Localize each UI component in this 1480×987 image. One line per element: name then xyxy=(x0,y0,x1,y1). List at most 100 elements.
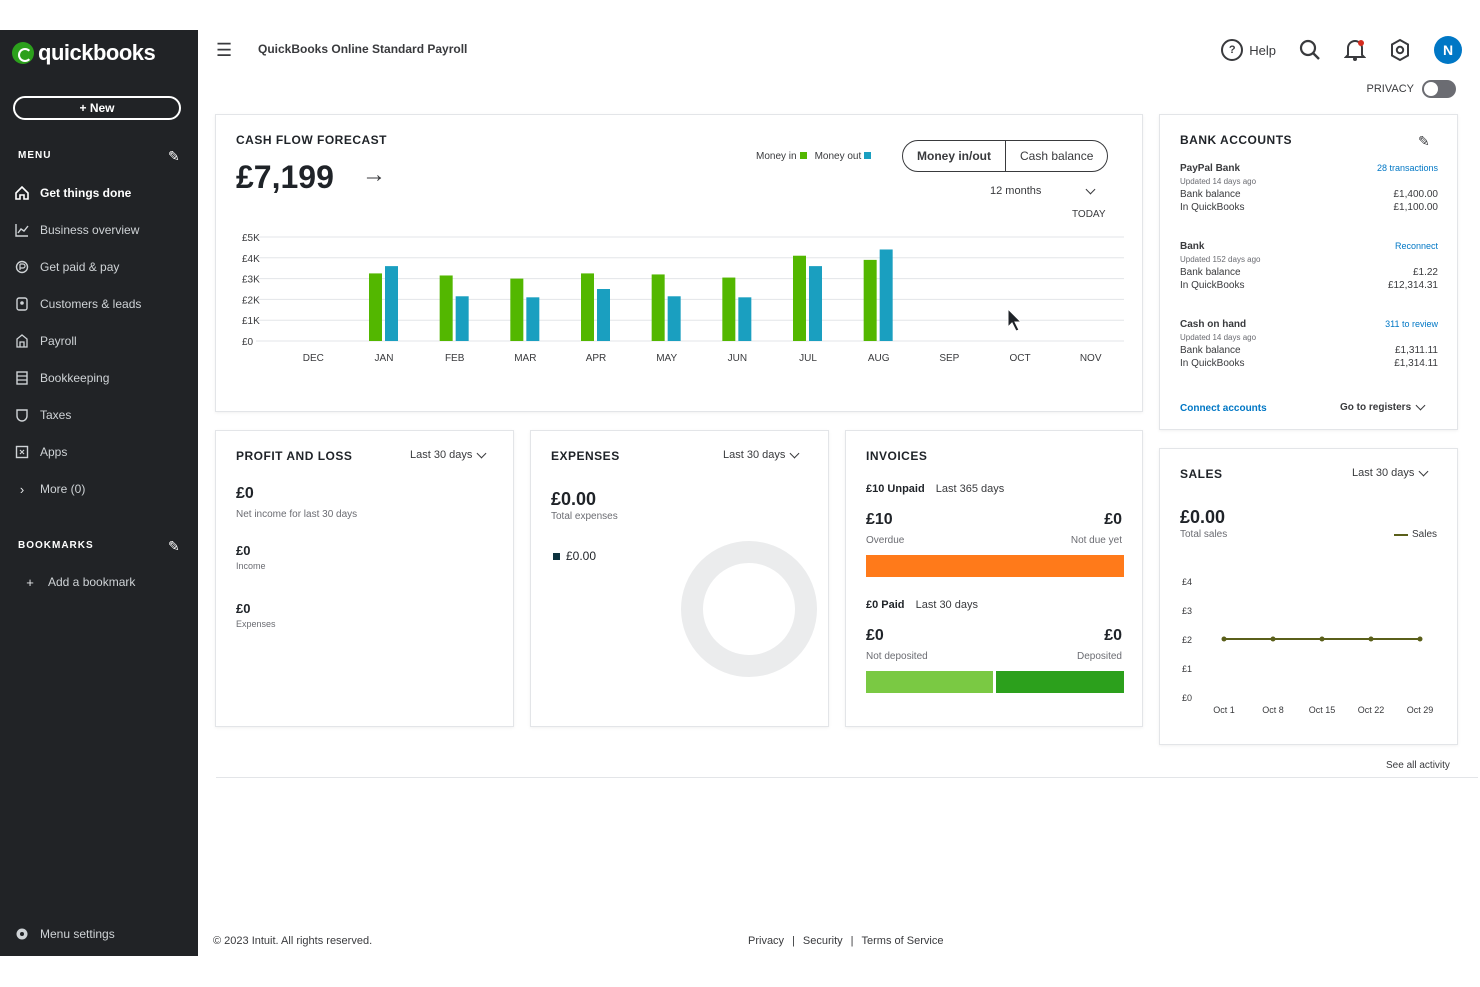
arrow-right-icon[interactable]: → xyxy=(362,161,386,188)
add-bookmark-link[interactable]: + Add a bookmark xyxy=(22,569,198,595)
sidebar-item-get-paid-pay[interactable]: Get paid & pay xyxy=(14,254,190,280)
chevron-down-icon xyxy=(1085,184,1096,194)
chart-icon xyxy=(14,222,30,238)
menu-settings[interactable]: Menu settings xyxy=(14,921,190,947)
edit-pencil-icon[interactable]: ✎ xyxy=(1418,133,1430,149)
bar-money-in xyxy=(863,259,877,341)
quickbooks-logo[interactable]: quickbooks xyxy=(12,40,156,66)
sales-period-dropdown[interactable]: Last 30 days xyxy=(1352,466,1429,479)
add-bookmark-label: Add a bookmark xyxy=(48,575,136,589)
expenses-donut-chart[interactable] xyxy=(681,541,817,677)
notifications-button[interactable] xyxy=(1344,38,1366,62)
expenses-label: Expenses xyxy=(236,619,276,629)
x-tick-label: MAR xyxy=(514,353,536,364)
privacy-label: PRIVACY xyxy=(1366,83,1414,95)
sidebar-item-customers-leads[interactable]: Customers & leads xyxy=(14,291,190,317)
new-button[interactable]: + New xyxy=(13,96,181,120)
sales-line-chart[interactable]: £4 £3 £2 £1 £0 Oct 1 Oct 8 Oct 15 Oct 22 Oct 29 xyxy=(1160,567,1459,727)
qb-balance-label: In QuickBooks xyxy=(1180,358,1245,369)
account-status[interactable]: 28 transactions xyxy=(1376,163,1438,173)
income-amount[interactable]: £0 xyxy=(236,543,251,558)
x-tick-label: Oct 15 xyxy=(1309,705,1336,715)
y-tick-label: £3 xyxy=(1182,606,1192,616)
bank-accounts-card: BANK ACCOUNTS ✎ PayPal Bank 28 transactio… xyxy=(1159,114,1458,430)
tab-money-in-out[interactable]: Money in/out xyxy=(903,141,1006,171)
sidebar-item-label: More (0) xyxy=(40,482,86,496)
x-tick-label: Oct 8 xyxy=(1262,705,1284,715)
footer-links: Privacy | Security | Terms of Service xyxy=(748,935,944,947)
not-due-amount[interactable]: £0 xyxy=(1104,511,1122,528)
months-dropdown[interactable]: 12 months xyxy=(990,184,1096,197)
bank-account[interactable]: PayPal Bank 28 transactions Updated 14 day… xyxy=(1180,163,1438,213)
sidebar-item-apps[interactable]: Apps xyxy=(14,439,190,465)
net-income-amount[interactable]: £0 xyxy=(236,485,254,502)
bar-money-out xyxy=(738,297,752,341)
account-status[interactable]: 311 to review xyxy=(1385,319,1438,329)
see-all-activity-link[interactable]: See all activity xyxy=(1386,760,1450,771)
search-button[interactable] xyxy=(1298,38,1322,62)
total-expenses-amount[interactable]: £0.00 xyxy=(551,489,597,509)
sidebar-item-label: Get paid & pay xyxy=(40,260,120,274)
terms-link[interactable]: Terms of Service xyxy=(861,935,944,947)
go-to-registers-label: Go to registers xyxy=(1340,402,1412,413)
help-button[interactable]: ? Help xyxy=(1221,39,1276,61)
deposited-segment xyxy=(996,671,1124,693)
sidebar-item-more[interactable]: › More (0) xyxy=(14,476,190,502)
account-status[interactable]: Reconnect xyxy=(1394,241,1438,251)
sidebar-item-label: Bookkeeping xyxy=(40,371,110,385)
y-tick-label: £5K xyxy=(242,233,260,244)
sidebar-item-bookkeeping[interactable]: Bookkeeping xyxy=(14,365,190,391)
legend-label: Sales xyxy=(1411,529,1437,540)
privacy-link[interactable]: Privacy xyxy=(748,935,785,947)
user-avatar[interactable]: N xyxy=(1434,36,1462,64)
home-icon xyxy=(14,185,30,201)
bookkeeping-icon xyxy=(14,370,30,386)
settings-button[interactable] xyxy=(1388,38,1412,62)
bank-account[interactable]: Bank Reconnect Updated 152 days ago Bank ba… xyxy=(1180,241,1438,291)
not-deposited-segment xyxy=(866,671,993,693)
unpaid-progress-bar[interactable] xyxy=(866,555,1124,577)
edit-menu-icon[interactable]: ✎ xyxy=(168,148,180,164)
payroll-icon xyxy=(14,333,30,349)
months-value: 12 months xyxy=(990,185,1042,197)
paid-period: Last 30 days xyxy=(915,599,978,611)
overdue-amount[interactable]: £10 xyxy=(866,511,893,528)
deposited-amount[interactable]: £0 xyxy=(1104,627,1122,644)
total-sales-amount[interactable]: £0.00 xyxy=(1180,507,1226,527)
account-name: PayPal Bank xyxy=(1180,163,1241,174)
bank-account[interactable]: Cash on hand 311 to review Updated 14 days… xyxy=(1180,319,1438,369)
sidebar-item-get-things-done[interactable]: Get things done xyxy=(14,180,190,206)
x-tick-label: OCT xyxy=(1009,353,1030,364)
edit-bookmarks-icon[interactable]: ✎ xyxy=(168,538,180,554)
sidebar-item-business-overview[interactable]: Business overview xyxy=(14,217,190,243)
cash-flow-card: CASH FLOW FORECAST £7,199 → Money in Mon… xyxy=(215,114,1143,412)
bank-balance-value: £1,400.00 xyxy=(1393,189,1439,200)
sidebar-item-taxes[interactable]: Taxes xyxy=(14,402,190,428)
hamburger-menu-icon[interactable]: ☰ xyxy=(216,40,233,60)
divider xyxy=(216,777,1478,778)
expenses-period-dropdown[interactable]: Last 30 days xyxy=(723,448,800,461)
privacy-toggle[interactable] xyxy=(1422,80,1456,98)
cash-flow-amount[interactable]: £7,199 xyxy=(236,159,334,195)
total-expenses-label: Total expenses xyxy=(551,511,618,522)
chevron-down-icon xyxy=(1415,400,1426,411)
invoices-card: INVOICES £10 Unpaid Last 365 days £10 Ov… xyxy=(845,430,1143,727)
paid-progress-bar[interactable] xyxy=(866,671,1124,693)
qb-balance-label: In QuickBooks xyxy=(1180,202,1245,213)
bar-money-in xyxy=(581,273,594,341)
bar-money-out xyxy=(385,266,398,341)
bank-balance-value: £1.22 xyxy=(1412,267,1438,278)
x-tick-label: MAY xyxy=(656,353,677,364)
expenses-amount[interactable]: £0 xyxy=(236,601,251,616)
x-tick-label: APR xyxy=(586,353,607,364)
go-to-registers-dropdown[interactable]: Go to registers xyxy=(1340,400,1426,413)
connect-accounts-link[interactable]: Connect accounts xyxy=(1180,403,1267,414)
sidebar-item-payroll[interactable]: Payroll xyxy=(14,328,190,354)
tab-cash-balance[interactable]: Cash balance xyxy=(1020,149,1094,163)
pnl-period-dropdown[interactable]: Last 30 days xyxy=(410,448,487,461)
not-deposited-label: Not deposited xyxy=(866,651,928,662)
unpaid-period: Last 365 days xyxy=(935,483,1005,495)
not-deposited-amount[interactable]: £0 xyxy=(866,627,884,644)
security-link[interactable]: Security xyxy=(802,935,843,947)
sidebar-item-label: Apps xyxy=(40,445,68,459)
